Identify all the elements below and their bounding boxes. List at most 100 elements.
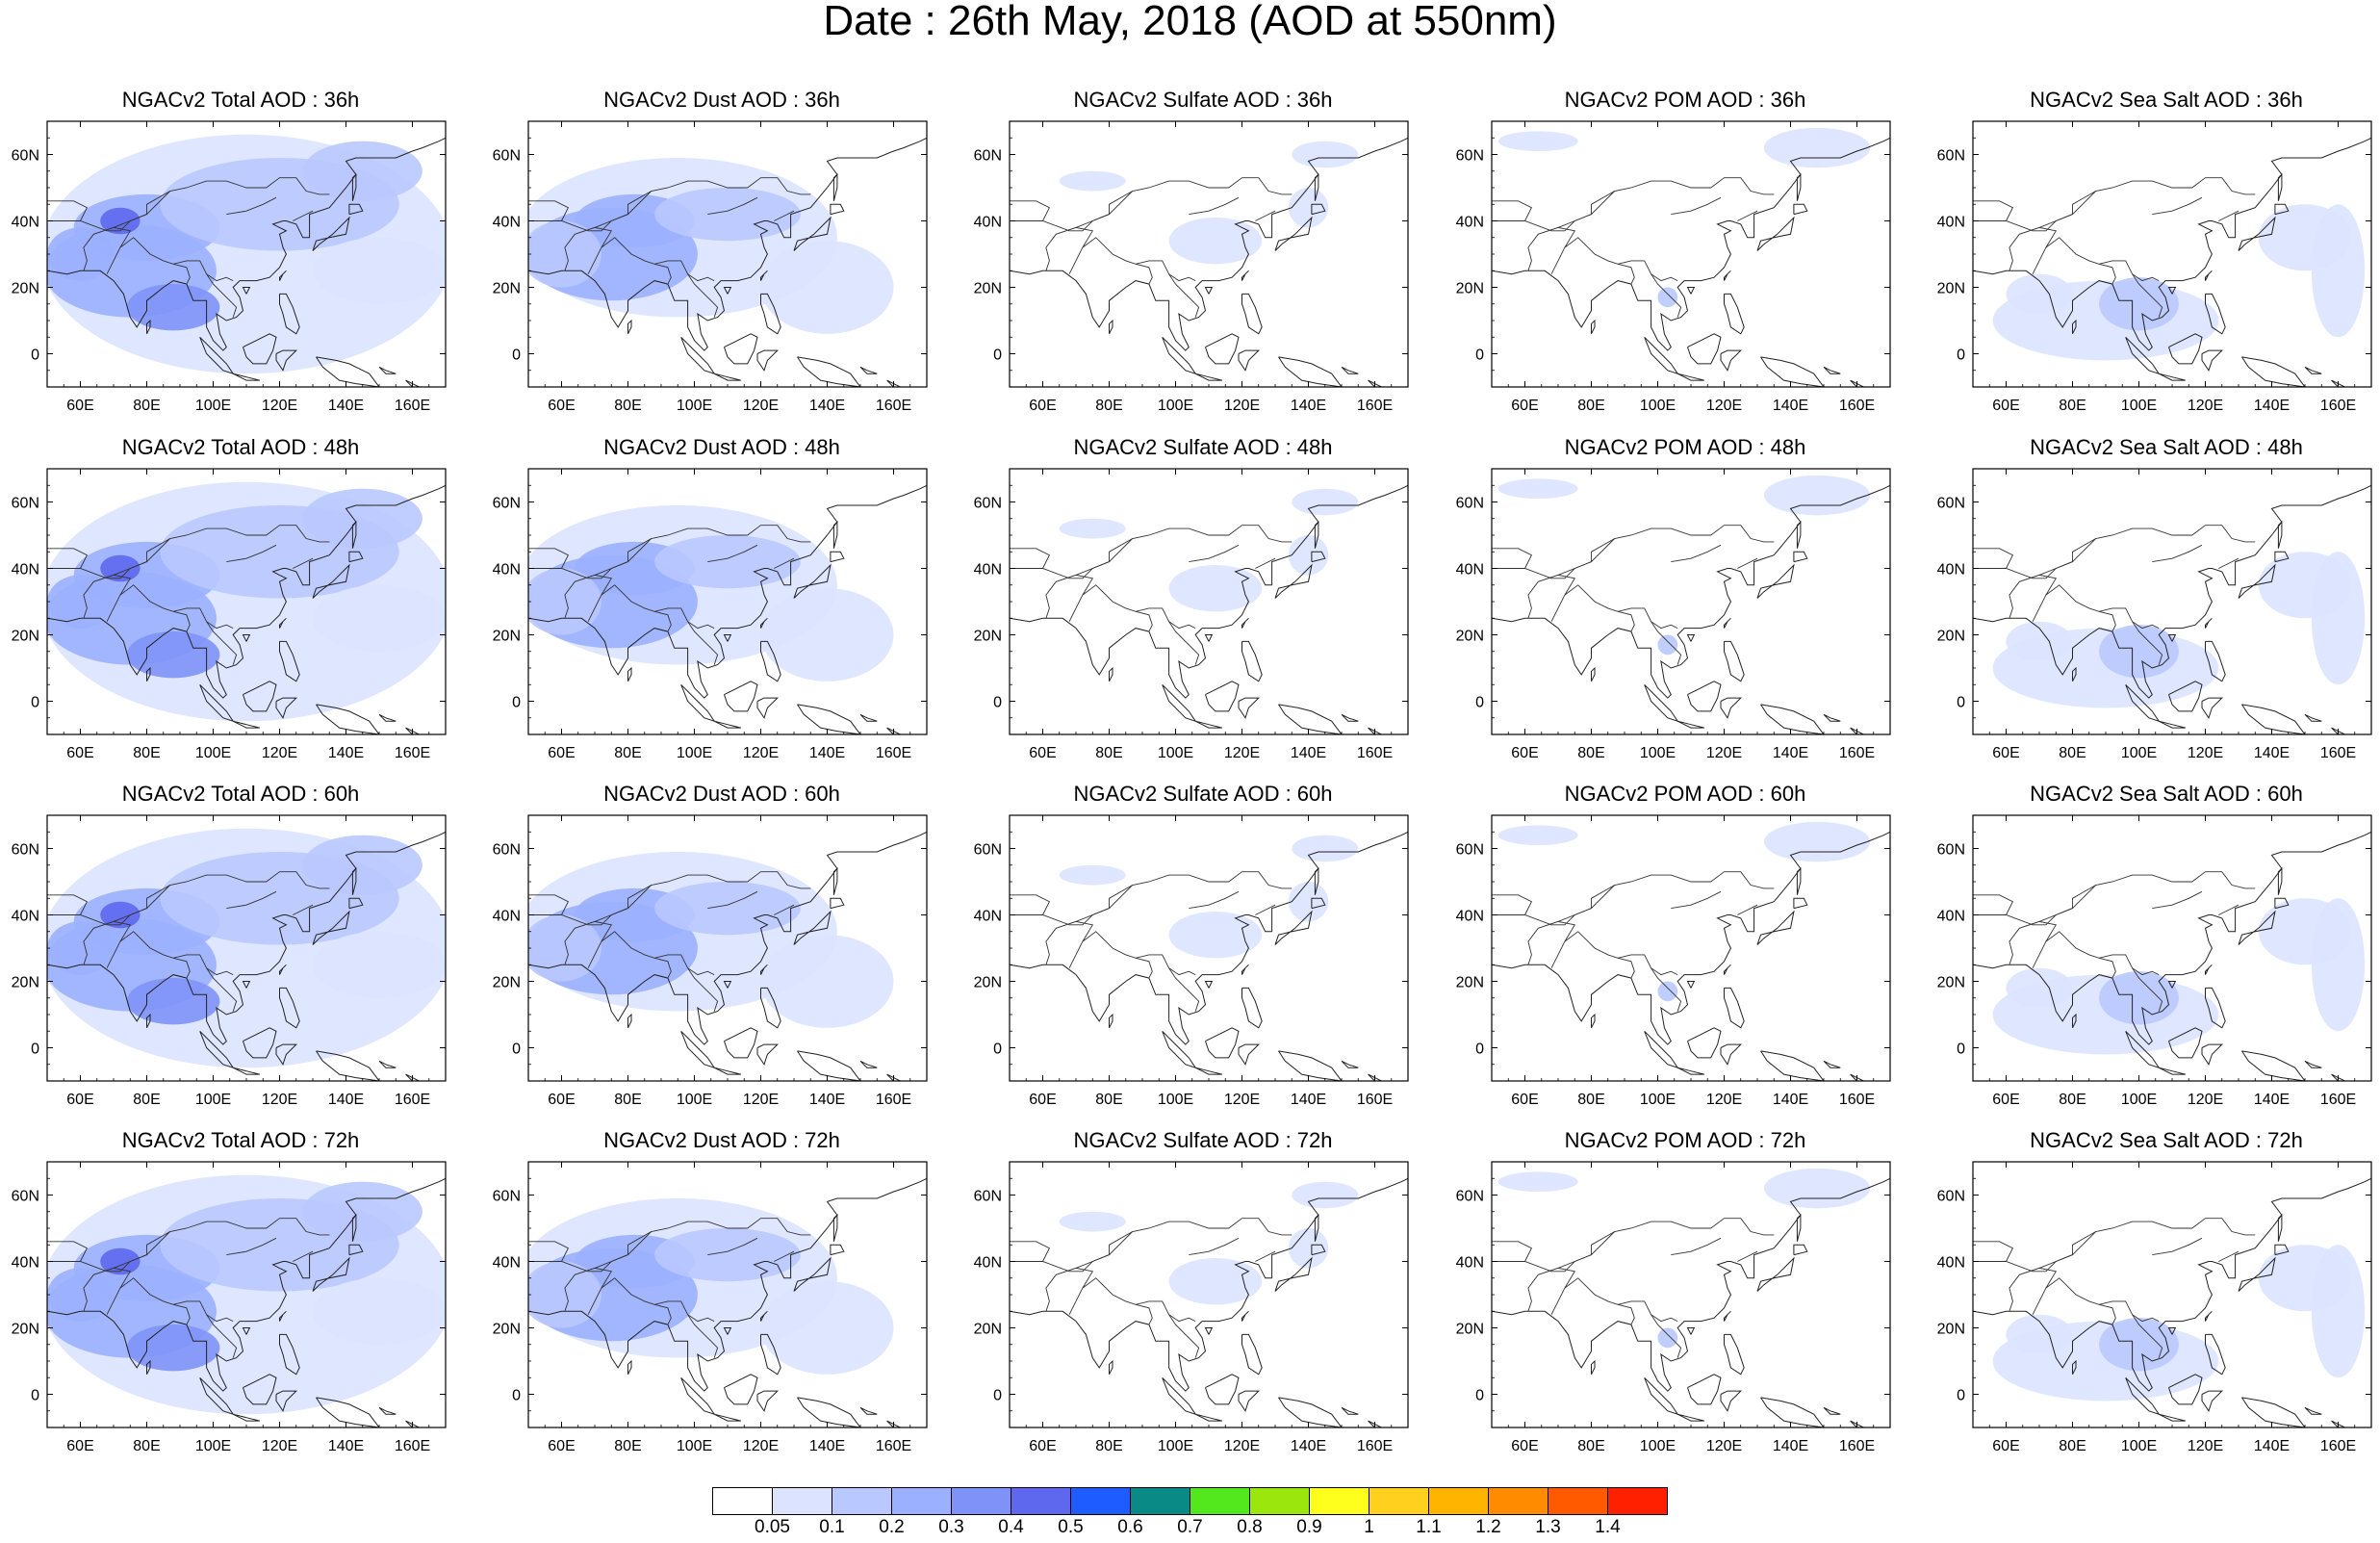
aerosol-plume bbox=[1657, 287, 1678, 308]
x-tick-label: 140E bbox=[2254, 1438, 2290, 1454]
coastline bbox=[146, 319, 151, 335]
coastline bbox=[378, 1060, 397, 1068]
country-border bbox=[528, 177, 811, 232]
country-border bbox=[687, 621, 719, 665]
y-tick-label: 0 bbox=[1475, 1388, 1484, 1404]
coastline bbox=[1823, 1060, 1841, 1068]
coastline bbox=[1720, 1390, 1743, 1412]
x-tick-label: 120E bbox=[1224, 1092, 1260, 1108]
coastline bbox=[351, 866, 357, 895]
country-border bbox=[1671, 196, 1722, 216]
aerosol-plume bbox=[1497, 478, 1578, 500]
coastline bbox=[243, 1027, 277, 1059]
country-border bbox=[2218, 557, 2239, 569]
panel-title: NGACv2 POM AOD : 36h bbox=[1564, 88, 1806, 112]
aod-map: 60E 80E 100E 120E 140E 160E 60N 40N 20N 0 bbox=[493, 468, 928, 761]
country-border bbox=[293, 1250, 314, 1262]
colorbar-swatch bbox=[1249, 1487, 1310, 1515]
coastline bbox=[232, 1067, 260, 1075]
x-tick-label: 160E bbox=[876, 745, 911, 761]
country-border bbox=[2038, 1231, 2097, 1269]
coastline bbox=[1010, 137, 1408, 351]
x-tick-label: 140E bbox=[1773, 1092, 1808, 1108]
y-tick-label: 20N bbox=[1456, 975, 1484, 991]
country-border bbox=[2098, 610, 2116, 632]
country-border bbox=[1189, 196, 1240, 216]
y-tick-label: 60N bbox=[493, 1189, 521, 1205]
y-tick-label: 0 bbox=[31, 1042, 39, 1058]
coastline bbox=[1687, 681, 1722, 712]
coastline bbox=[1687, 1027, 1722, 1059]
coastline bbox=[1205, 1027, 1240, 1059]
country-border bbox=[1737, 210, 1758, 221]
x-tick-label: 120E bbox=[2188, 745, 2223, 761]
map-panel: NGACv2 POM AOD : 60h 60E 80E 100E 120E 140E 16… bbox=[1445, 781, 1926, 1127]
country-border bbox=[687, 1314, 719, 1358]
y-tick-label: 20N bbox=[12, 281, 39, 297]
coastline bbox=[1823, 1406, 1841, 1415]
country-border bbox=[47, 1218, 330, 1273]
country-border bbox=[707, 890, 758, 910]
y-tick-label: 60N bbox=[974, 148, 1002, 165]
coastline bbox=[348, 897, 364, 910]
aerosol-plume bbox=[313, 931, 446, 998]
y-tick-label: 40N bbox=[493, 562, 521, 579]
country-border bbox=[2045, 1277, 2160, 1323]
coastline bbox=[2277, 172, 2283, 201]
coastline bbox=[1274, 910, 1313, 945]
country-border bbox=[226, 196, 277, 216]
country-border bbox=[2152, 196, 2203, 216]
x-tick-label: 60E bbox=[548, 745, 575, 761]
aod-map: 60E 80E 100E 120E 140E 160E 60N 40N 20N 0 bbox=[12, 468, 447, 761]
map-panel: NGACv2 Sea Salt AOD : 72h 60E 80E 100E 120E 1… bbox=[1926, 1127, 2380, 1474]
country-border bbox=[2009, 574, 2058, 622]
y-tick-label: 0 bbox=[993, 695, 1002, 711]
coastline bbox=[199, 1376, 235, 1416]
coastline bbox=[760, 293, 781, 335]
coastline bbox=[756, 1390, 780, 1412]
aerosol-plume bbox=[313, 237, 446, 304]
map-panel: NGACv2 Dust AOD : 48h 60E 80E 100E 120E 140E 1… bbox=[481, 434, 962, 781]
country-border bbox=[653, 957, 672, 979]
country-border bbox=[1617, 610, 1635, 632]
coastline bbox=[797, 1397, 861, 1427]
coastline bbox=[1686, 287, 1696, 295]
panel-title: NGACv2 Sea Salt AOD : 36h bbox=[2030, 88, 2303, 112]
coastline bbox=[1314, 172, 1319, 201]
aod-field bbox=[528, 815, 927, 1081]
aod-field bbox=[1973, 1162, 2371, 1427]
aerosol-plume bbox=[1292, 488, 1359, 516]
country-border bbox=[1168, 621, 1200, 665]
y-tick-label: 60N bbox=[974, 1189, 1002, 1205]
y-tick-label: 0 bbox=[512, 347, 521, 364]
y-tick-label: 60N bbox=[1456, 1189, 1484, 1205]
colorbar-swatch bbox=[1070, 1487, 1131, 1515]
country-border bbox=[1075, 885, 1134, 922]
country-border bbox=[1973, 894, 2014, 915]
x-tick-label: 140E bbox=[1773, 745, 1808, 761]
country-border bbox=[2009, 1267, 2058, 1315]
coastline bbox=[1720, 349, 1743, 372]
aod-field bbox=[1010, 469, 1408, 734]
country-border bbox=[1255, 557, 1276, 569]
coastline bbox=[1644, 683, 1679, 723]
y-tick-label: 60N bbox=[1937, 1189, 1965, 1205]
map-panel: NGACv2 Dust AOD : 60h 60E 80E 100E 120E 140E 1… bbox=[481, 781, 962, 1127]
coastline bbox=[793, 216, 832, 251]
aod-field bbox=[1010, 815, 1408, 1081]
x-tick-label: 160E bbox=[2320, 1092, 2356, 1108]
coastline bbox=[242, 287, 251, 295]
coastline bbox=[1796, 172, 1802, 201]
y-tick-label: 40N bbox=[12, 562, 39, 579]
aerosol-plume bbox=[1763, 1168, 1871, 1209]
x-tick-label: 80E bbox=[133, 1092, 160, 1108]
aerosol-plume bbox=[47, 575, 114, 629]
country-border bbox=[119, 584, 234, 630]
coastline bbox=[2072, 319, 2077, 335]
coastline bbox=[1760, 356, 1825, 387]
colorbar-swatch bbox=[1309, 1487, 1369, 1515]
x-tick-label: 60E bbox=[66, 398, 93, 414]
coastline bbox=[242, 1327, 251, 1335]
y-tick-label: 40N bbox=[493, 909, 521, 925]
coastline bbox=[1241, 640, 1263, 682]
